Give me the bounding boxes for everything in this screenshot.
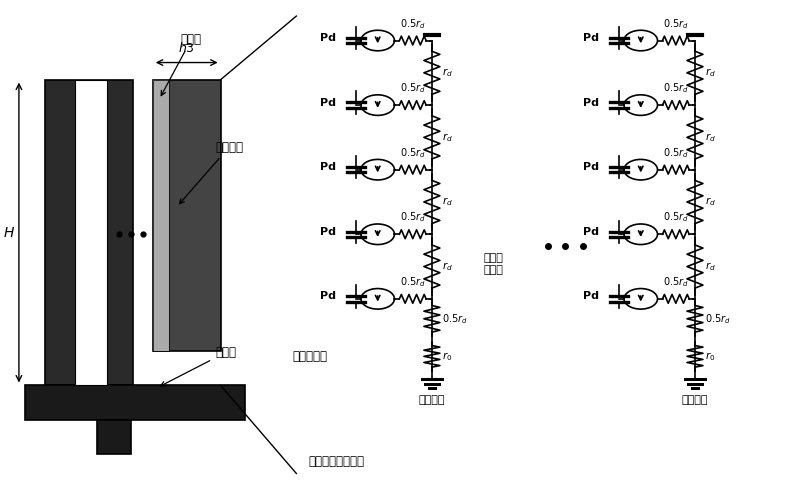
Text: $r_d$: $r_d$ xyxy=(442,66,453,79)
Text: $0.5r_d$: $0.5r_d$ xyxy=(400,146,426,160)
Text: 纵向分段等效热源: 纵向分段等效热源 xyxy=(308,455,364,468)
Text: Pd: Pd xyxy=(583,227,599,237)
Text: $r_d$: $r_d$ xyxy=(706,131,716,144)
Text: $r_0$: $r_0$ xyxy=(442,350,453,363)
Text: $h3$: $h3$ xyxy=(178,41,195,55)
Text: $0.5r_d$: $0.5r_d$ xyxy=(663,275,689,289)
Bar xyxy=(74,80,106,385)
Text: 散热片: 散热片 xyxy=(161,346,236,386)
Text: 环境温度: 环境温度 xyxy=(682,395,708,405)
Text: Pd: Pd xyxy=(320,291,336,302)
Text: Pd: Pd xyxy=(583,291,599,302)
Text: Pd: Pd xyxy=(320,162,336,172)
Text: $H$: $H$ xyxy=(3,225,15,240)
Text: $r_d$: $r_d$ xyxy=(442,131,453,144)
Text: Pd: Pd xyxy=(583,162,599,172)
Text: Pd: Pd xyxy=(583,33,599,43)
Text: Pd: Pd xyxy=(583,97,599,108)
Text: 标准等
效热阻: 标准等 效热阻 xyxy=(484,253,503,275)
Text: $0.5r_d$: $0.5r_d$ xyxy=(400,82,426,95)
Text: $0.5r_d$: $0.5r_d$ xyxy=(442,312,468,326)
Text: 器件层: 器件层 xyxy=(162,33,202,95)
Text: 散热片热阻: 散热片热阻 xyxy=(292,350,327,363)
Bar xyxy=(153,80,221,351)
Bar xyxy=(153,80,169,351)
Text: $0.5r_d$: $0.5r_d$ xyxy=(663,17,689,31)
Text: $0.5r_d$: $0.5r_d$ xyxy=(663,146,689,160)
Text: $0.5r_d$: $0.5r_d$ xyxy=(706,312,731,326)
Text: $0.5r_d$: $0.5r_d$ xyxy=(400,275,426,289)
Text: 环境温度: 环境温度 xyxy=(418,395,445,405)
Text: Pd: Pd xyxy=(320,97,336,108)
Bar xyxy=(26,385,245,420)
Text: $r_0$: $r_0$ xyxy=(706,350,716,363)
Bar xyxy=(46,80,133,385)
Text: Pd: Pd xyxy=(320,33,336,43)
Text: $0.5r_d$: $0.5r_d$ xyxy=(400,211,426,224)
Text: $r_d$: $r_d$ xyxy=(442,195,453,209)
Text: 常规衬底: 常规衬底 xyxy=(179,141,243,204)
Text: $0.5r_d$: $0.5r_d$ xyxy=(400,17,426,31)
Bar xyxy=(97,420,130,454)
Text: $r_d$: $r_d$ xyxy=(706,195,716,209)
Text: $0.5r_d$: $0.5r_d$ xyxy=(663,82,689,95)
Text: $r_d$: $r_d$ xyxy=(706,66,716,79)
Text: Pd: Pd xyxy=(320,227,336,237)
Bar xyxy=(153,80,169,351)
Text: $r_d$: $r_d$ xyxy=(706,260,716,273)
Text: $0.5r_d$: $0.5r_d$ xyxy=(663,211,689,224)
Text: $r_d$: $r_d$ xyxy=(442,260,453,273)
